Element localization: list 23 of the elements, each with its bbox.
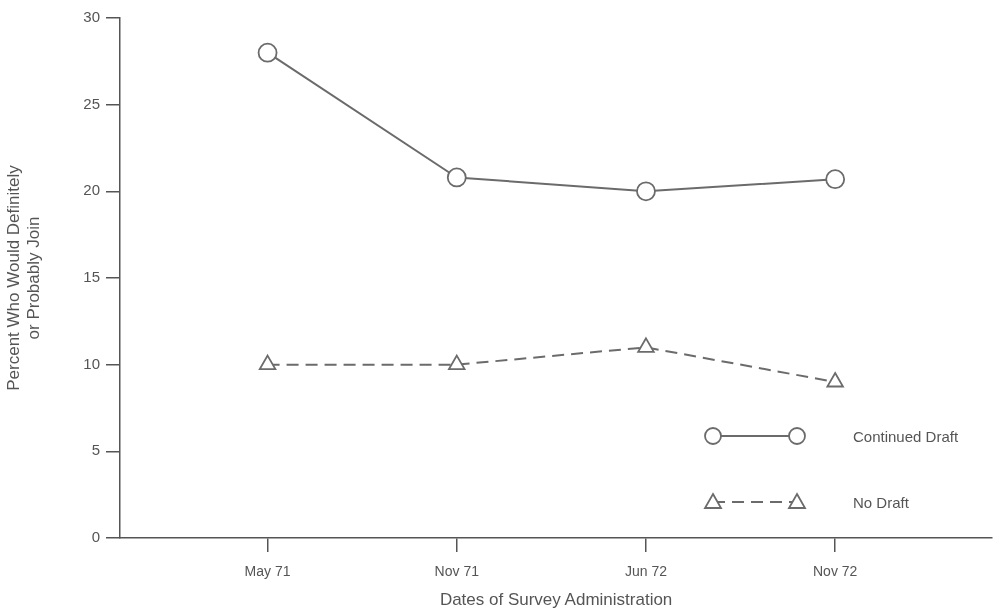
point — [825, 169, 846, 190]
point — [257, 42, 278, 63]
point — [446, 167, 467, 188]
y-axis-title: Percent Who Would Definitely or Probably Join — [3, 164, 44, 391]
x-tick-label: Jun 72 — [624, 563, 668, 580]
y-tick-label: 30 — [83, 8, 100, 26]
text: Continued Draft — [853, 427, 960, 445]
point — [636, 181, 656, 202]
y-tick-label: 10 — [83, 354, 100, 372]
x-tick-label: Nov 72 — [812, 563, 858, 580]
x-axis-title: Dates of Survey Administration — [439, 590, 673, 610]
point — [826, 372, 844, 388]
y-tick-label: 20 — [83, 181, 100, 199]
y-tick-label: 0 — [91, 528, 100, 546]
x-tick-label: Nov 71 — [434, 563, 480, 580]
point — [637, 337, 655, 353]
y-tick-label: 5 — [91, 441, 100, 459]
point — [448, 354, 466, 371]
y-tick-label: 15 — [83, 268, 100, 286]
x-tick-label: May 71 — [244, 563, 291, 580]
point — [258, 354, 277, 371]
text: No Draft — [853, 493, 910, 511]
y-tick-label: 25 — [83, 94, 100, 112]
